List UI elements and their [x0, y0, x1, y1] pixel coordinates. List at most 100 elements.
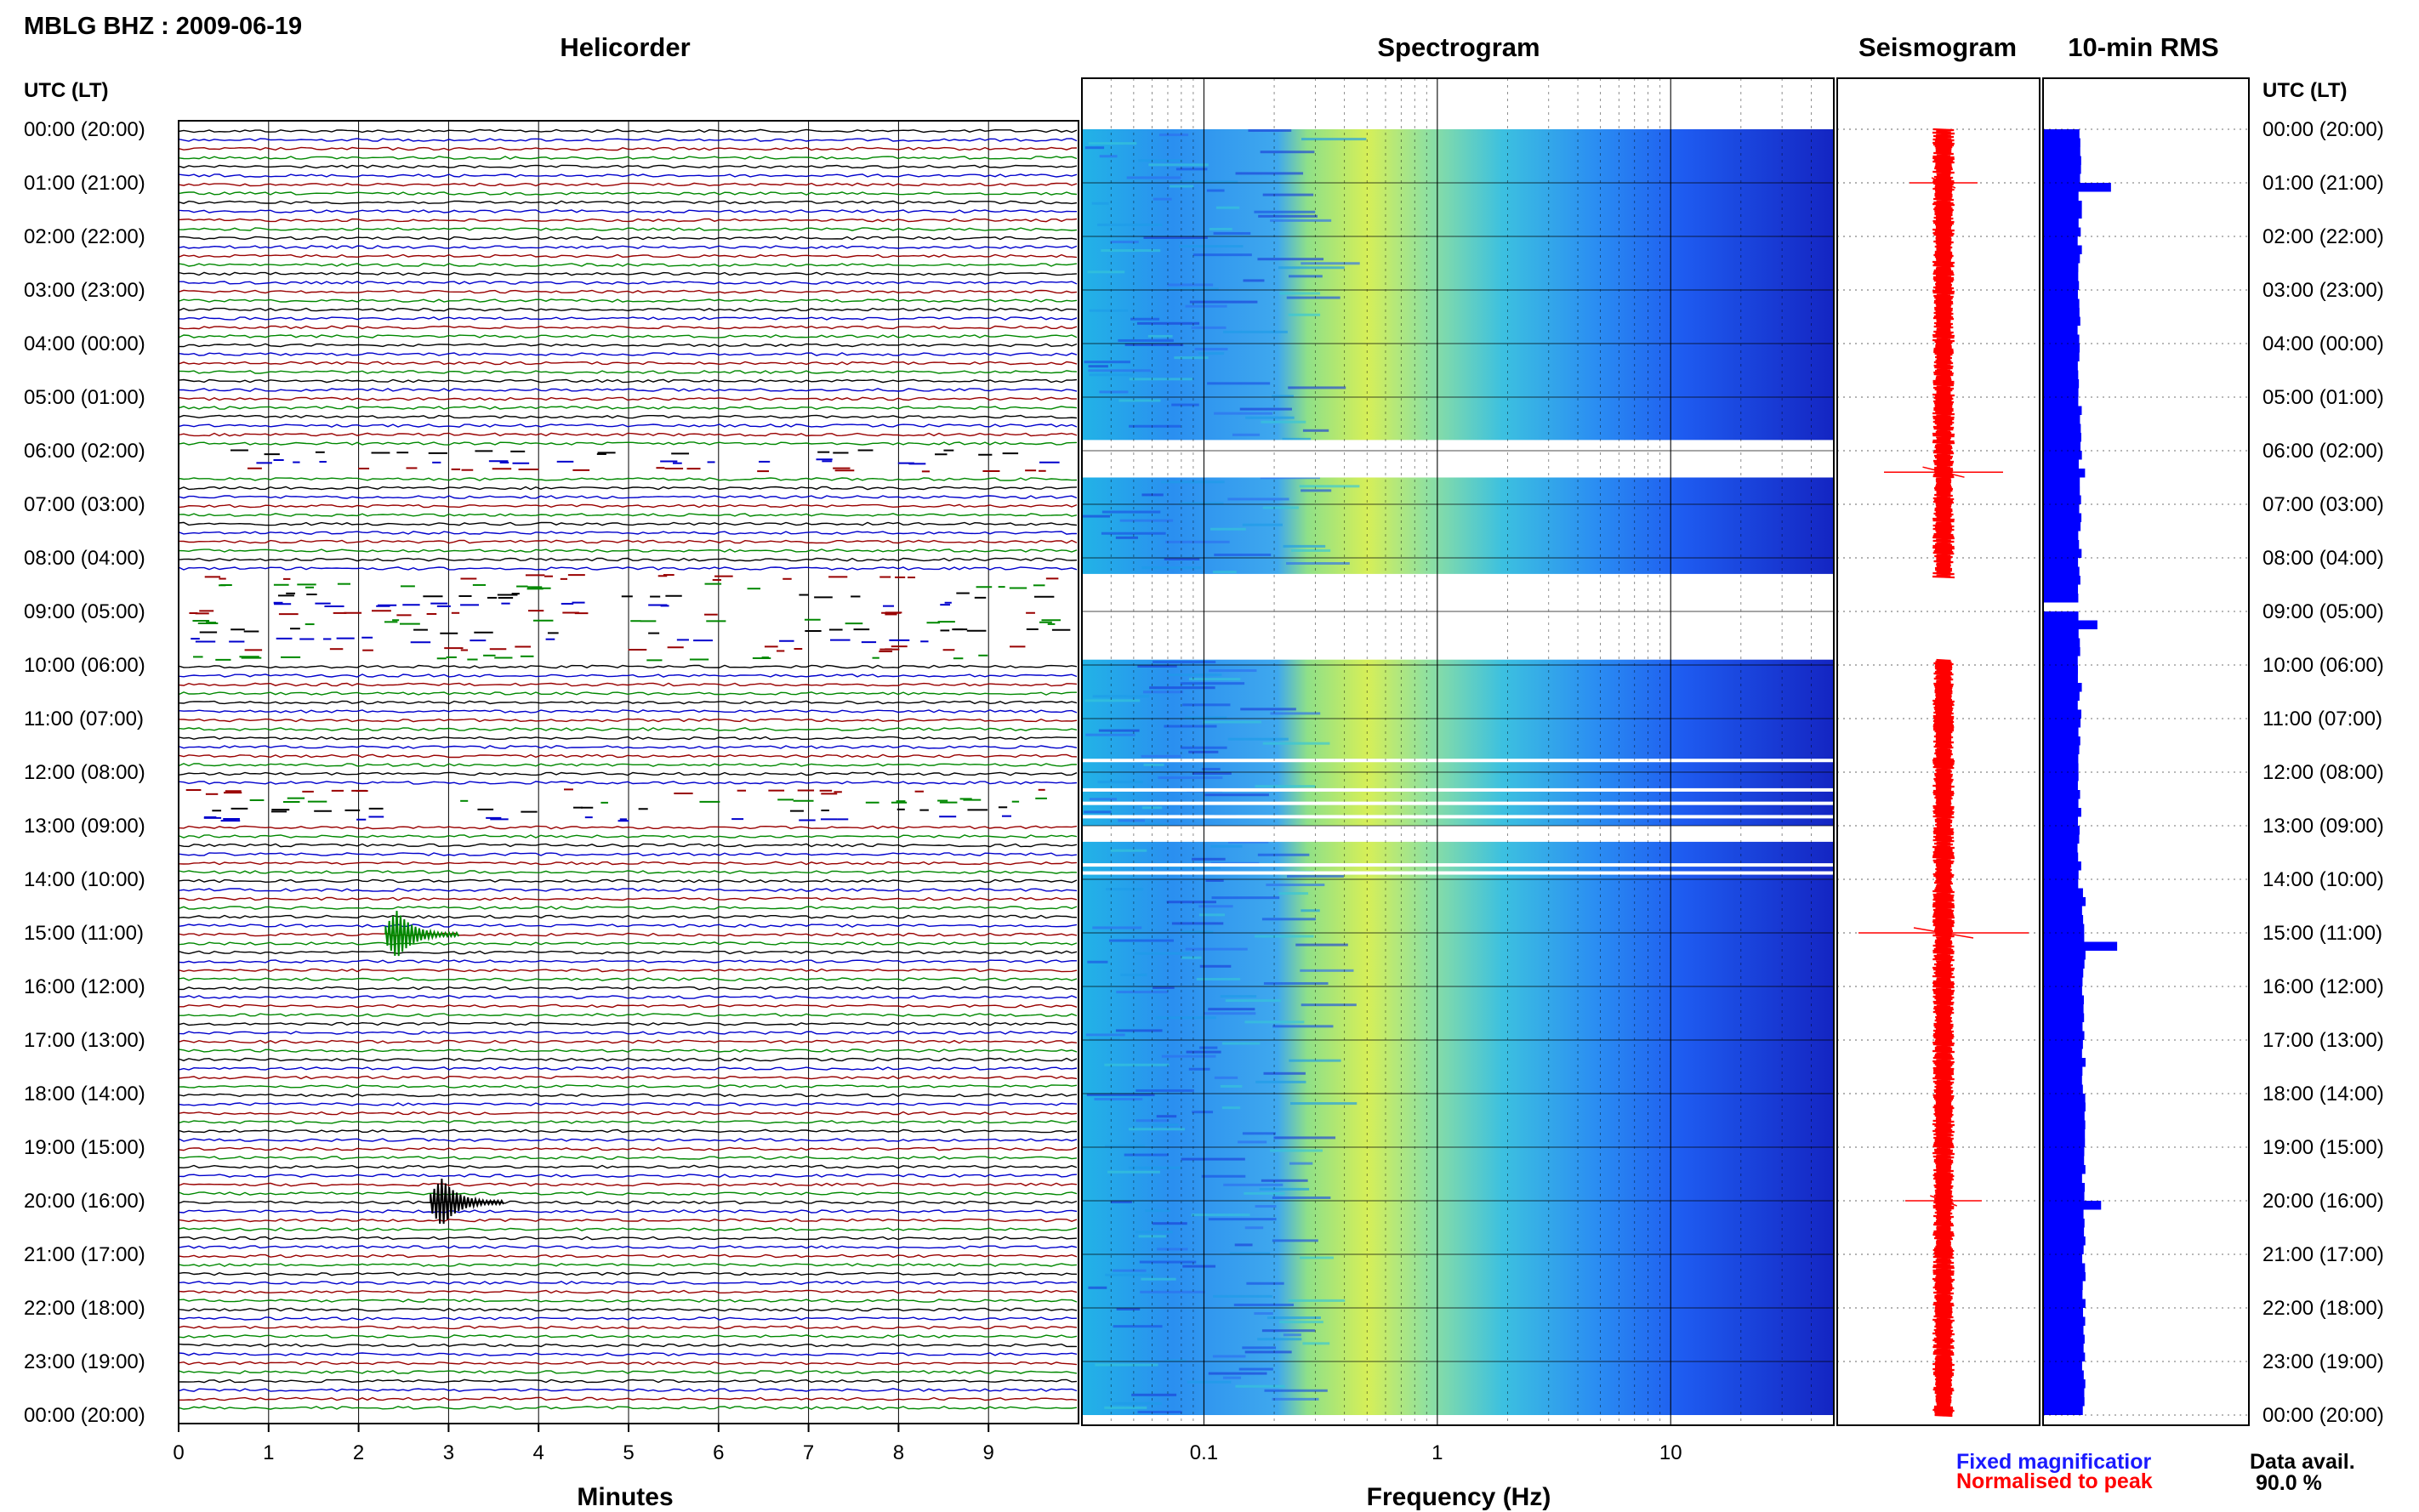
spectrogram-streak: [1089, 309, 1129, 312]
spectrogram-streak: [1286, 562, 1350, 566]
rms-bar: [2043, 1183, 2086, 1192]
spectrogram-streak: [1157, 1248, 1188, 1251]
rms-bar: [2043, 799, 2079, 808]
helicorder-trace: [178, 236, 1078, 241]
rms-bar: [2043, 674, 2078, 683]
rms-bar: [2043, 781, 2078, 790]
spectrogram-streak: [1189, 678, 1241, 681]
time-label: 07:00 (03:00): [2262, 493, 2384, 516]
helicorder-trace: [178, 825, 1078, 830]
helicorder-trace: [178, 896, 1078, 901]
spectrogram-streak: [1272, 1196, 1331, 1199]
spectrogram-title: Spectrogram: [1377, 32, 1540, 62]
helicorder-trace: [178, 1146, 1078, 1151]
helicorder-trace: [178, 950, 1078, 955]
helicorder-trace: [178, 1174, 1078, 1178]
helicorder-trace: [178, 298, 1078, 303]
rms-bar: [2043, 451, 2082, 460]
helicorder-trace: [178, 1120, 1077, 1124]
spectrogram-streak: [1099, 155, 1118, 158]
spectrogram-streak: [1203, 720, 1262, 724]
minute-tick-label: 8: [893, 1441, 904, 1464]
frequency-axis-label: Frequency (Hz): [1367, 1483, 1551, 1511]
minute-tick-label: 5: [623, 1441, 634, 1464]
time-label: 09:00 (05:00): [24, 600, 145, 623]
rms-bar: [2043, 808, 2081, 817]
availability-value: 90.0 %: [2256, 1471, 2322, 1495]
spectrogram-streak: [1262, 193, 1314, 196]
spectrogram-streak: [1257, 258, 1324, 261]
spectrogram-streak: [1082, 514, 1111, 518]
minutes-axis-label: Minutes: [577, 1483, 673, 1511]
helicorder-trace: [178, 736, 1078, 741]
rms-bar: [2043, 201, 2082, 210]
spectrogram-gap: [1082, 573, 1834, 660]
rms-bar: [2043, 826, 2080, 835]
spectrogram-streak: [1221, 1042, 1261, 1045]
spectrogram-gap: [1082, 440, 1834, 478]
rms-bar: [2043, 388, 2079, 397]
spectrogram-streak: [1164, 558, 1200, 560]
spectrogram-streak: [1153, 986, 1175, 989]
rms-bar: [2043, 1120, 2086, 1129]
helicorder-trace: [178, 138, 1078, 142]
spectrogram-streak: [1118, 399, 1161, 402]
rms-bar: [2043, 915, 2084, 924]
minute-tick-label: 3: [443, 1441, 454, 1464]
spectrogram-streak: [1085, 1033, 1125, 1037]
spectrogram-streak: [1089, 1037, 1120, 1041]
spectrogram-streak: [1118, 338, 1174, 342]
helicorder-trace: [178, 1057, 1078, 1062]
spectrogram-streak: [1120, 973, 1147, 976]
spectrogram-streak: [1255, 935, 1314, 938]
spectrogram-streak: [1286, 296, 1340, 299]
rms-bar: [2043, 129, 2080, 139]
rms-bar: [2043, 638, 2080, 647]
helicorder-trace: [178, 932, 1078, 937]
rms-bar: [2043, 1147, 2085, 1157]
spectrogram-streak: [1240, 708, 1296, 711]
seismic-event: [430, 1178, 504, 1225]
spectrogram-streak: [1254, 210, 1316, 213]
rms-bar: [2043, 790, 2080, 799]
spectrogram-streak: [1137, 665, 1177, 668]
helicorder-trace: [179, 388, 1078, 392]
spectrogram-streak: [1199, 964, 1232, 968]
rms-bar: [2043, 1406, 2083, 1415]
rms-bar: [2043, 1094, 2086, 1103]
time-label: 16:00 (12:00): [24, 975, 145, 998]
helicorder-trace: [178, 414, 1078, 419]
spectrogram-streak: [1175, 168, 1208, 171]
spectrogram-streak: [1194, 348, 1228, 351]
helicorder-trace: [178, 727, 1078, 731]
spectrogram-streak: [1128, 1166, 1182, 1169]
spectrogram-streak: [1110, 241, 1139, 244]
helicorder-trace: [178, 1156, 1078, 1160]
spectrogram-streak: [1221, 1106, 1241, 1110]
rms-bar: [2043, 326, 2078, 335]
spectrogram-streak: [1227, 497, 1289, 501]
spectrogram-streak: [1126, 176, 1181, 179]
helicorder-trace: [178, 753, 1078, 759]
rms-bar: [2043, 370, 2079, 379]
spectrogram-streak: [1136, 1089, 1194, 1092]
helicorder-trace: [178, 986, 1078, 991]
helicorder-trace: [178, 495, 1078, 499]
helicorder-trace: [178, 664, 1078, 669]
rms-bar: [2043, 165, 2081, 174]
spectrogram-streak: [1161, 1054, 1216, 1058]
spectrogram-streak: [1185, 304, 1227, 308]
rms-bar: [2043, 1138, 2086, 1147]
rms-bar: [2043, 531, 2079, 540]
rms-bar: [2043, 870, 2079, 879]
spectrogram-streak: [1291, 549, 1331, 552]
spectrogram-streak: [1167, 674, 1222, 677]
spectrogram-streak: [1135, 1231, 1173, 1234]
helicorder-trace: [178, 781, 1078, 785]
rms-bar: [2043, 191, 2079, 201]
time-label: 00:00 (20:00): [2262, 118, 2384, 141]
time-label: 14:00 (10:00): [2262, 868, 2384, 891]
spectrogram-streak: [1209, 669, 1257, 673]
seismogram-trace: [1932, 128, 1955, 1418]
